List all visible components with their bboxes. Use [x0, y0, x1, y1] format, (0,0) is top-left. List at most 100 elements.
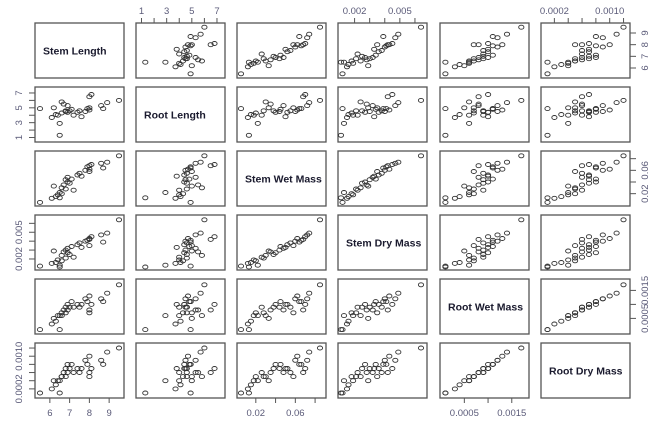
data-point — [277, 52, 284, 58]
data-point — [265, 63, 272, 69]
data-point — [606, 293, 613, 299]
data-point — [417, 282, 425, 288]
data-point — [350, 60, 357, 66]
data-point — [181, 366, 188, 371]
data-point — [475, 42, 482, 48]
data-point — [354, 370, 361, 375]
scatter-panel-stem-wet-mass-vs-root-wet-mass — [439, 150, 530, 207]
data-point — [565, 105, 572, 111]
data-point — [187, 71, 194, 77]
data-point — [369, 103, 376, 109]
data-point — [461, 183, 468, 189]
data-point — [306, 230, 313, 236]
data-point — [201, 217, 208, 223]
data-point — [201, 282, 208, 288]
data-point — [417, 153, 425, 159]
data-point — [499, 166, 506, 172]
data-point — [78, 301, 85, 307]
data-point — [62, 310, 69, 316]
data-point — [466, 120, 473, 126]
tick-label: 0.02 — [640, 184, 651, 203]
data-point — [86, 107, 93, 113]
data-point — [265, 248, 272, 254]
data-point — [337, 195, 345, 201]
tick-label: 0.005 — [388, 6, 412, 17]
data-point — [380, 34, 387, 39]
panel-frame — [34, 22, 125, 79]
data-point — [485, 114, 492, 120]
data-point — [192, 296, 199, 302]
data-point — [489, 106, 496, 112]
data-point — [544, 59, 551, 65]
panel-frame — [540, 278, 631, 335]
data-point — [345, 112, 352, 117]
data-point — [48, 386, 55, 392]
data-point — [613, 31, 620, 37]
data-point — [620, 282, 627, 288]
data-point — [197, 31, 204, 37]
data-point — [48, 260, 55, 266]
panel-frame — [540, 86, 631, 143]
data-point — [585, 234, 593, 240]
data-point — [383, 361, 390, 367]
data-point — [442, 195, 449, 201]
data-point — [620, 153, 627, 159]
data-point — [183, 186, 190, 192]
data-point — [262, 99, 269, 105]
data-point — [362, 301, 369, 307]
data-point — [260, 56, 267, 62]
left-axis-root-length: 1 3 5 7 — [14, 90, 35, 140]
data-point — [558, 112, 565, 117]
data-point — [60, 182, 67, 188]
data-point — [100, 299, 107, 305]
data-point — [392, 296, 399, 302]
data-point — [84, 299, 91, 305]
panel-frame — [337, 214, 428, 271]
data-point — [78, 114, 85, 120]
data-point — [86, 307, 93, 313]
scatter-panel-root-wet-mass-vs-root-dry-mass — [540, 278, 631, 335]
data-point — [184, 293, 192, 299]
data-point — [357, 58, 364, 64]
data-point — [466, 257, 473, 263]
data-point — [247, 382, 254, 388]
data-point — [558, 194, 565, 200]
data-point — [585, 242, 593, 248]
data-point — [585, 304, 593, 310]
data-point — [198, 185, 205, 191]
data-point — [115, 282, 123, 288]
data-point — [115, 97, 123, 103]
data-point — [544, 195, 551, 201]
data-point — [250, 112, 257, 118]
data-point — [585, 46, 593, 52]
panels-layer: Stem Length Root Length Stem Wet Mass Stem … — [34, 22, 631, 399]
data-point — [380, 299, 387, 305]
data-point — [578, 163, 586, 169]
data-point — [188, 63, 195, 69]
data-point — [499, 107, 506, 113]
data-point — [337, 327, 345, 333]
data-point — [290, 243, 297, 249]
data-point — [354, 112, 361, 118]
data-point — [572, 243, 579, 249]
tick-label: 3 — [164, 6, 169, 17]
data-point — [176, 370, 183, 375]
data-point — [76, 240, 83, 246]
data-point — [197, 159, 204, 165]
data-point — [585, 41, 593, 46]
data-point — [357, 374, 364, 380]
tick-label: 0.0002 — [14, 374, 25, 403]
data-point — [599, 296, 606, 302]
data-point — [201, 153, 208, 159]
tick-label: 7 — [640, 54, 651, 59]
data-point — [302, 301, 309, 307]
scatter-panel-root-wet-mass-vs-root-length — [135, 278, 226, 335]
data-point — [348, 310, 355, 316]
data-point — [475, 103, 482, 109]
data-point — [58, 258, 65, 264]
data-point — [211, 234, 218, 240]
data-point — [36, 199, 44, 205]
data-point — [68, 361, 75, 367]
data-point — [417, 24, 425, 30]
